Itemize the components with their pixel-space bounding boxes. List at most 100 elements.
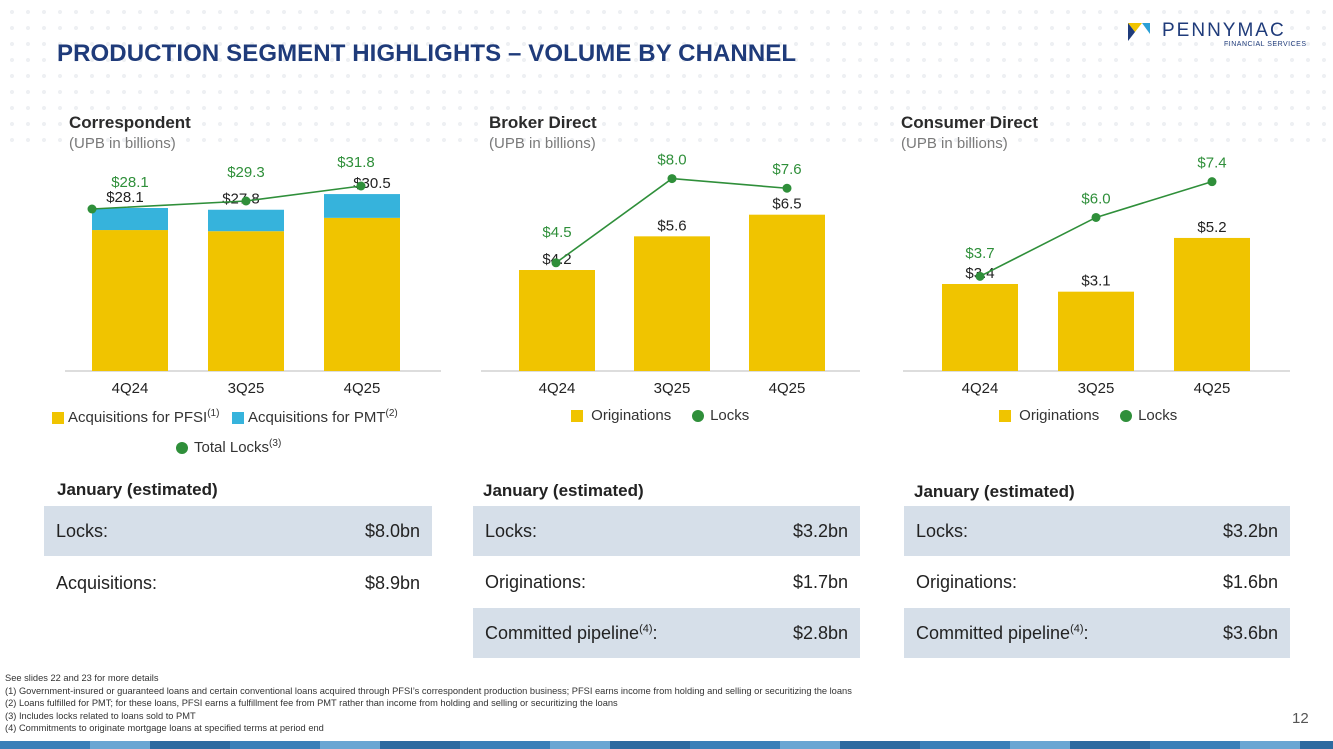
stat-value: $1.7bn: [792, 571, 848, 592]
logo-mark-blue: [1128, 23, 1135, 41]
footnote: (2) Loans fulfilled for PMT; for these l…: [5, 698, 618, 709]
page-number: 12: [1292, 710, 1309, 727]
bar-originations: [1058, 291, 1134, 371]
stat-row: Locks: $3.2bn: [904, 506, 1290, 556]
locks-data-label: $31.8: [337, 154, 375, 171]
footnote-ref: (4): [639, 622, 653, 635]
total-data-label: $28.1: [106, 189, 144, 206]
footnote-ref: (1): [207, 408, 220, 419]
correspondent-header: Correspondent (UPB in billions): [69, 113, 191, 152]
x-tick-label: 4Q25: [344, 380, 381, 397]
footnote: (3) Includes locks related to loans sold…: [5, 710, 196, 721]
stat-row: Locks: $3.2bn: [473, 506, 860, 556]
stat-label: Originations:: [485, 571, 587, 592]
stat-value: $8.0bn: [364, 520, 420, 541]
legend-label: Acquisitions for PFSI: [68, 409, 208, 426]
legend-label: Total Locks: [194, 439, 270, 456]
legend-label: Locks: [1138, 407, 1178, 424]
january-heading: January (estimated): [57, 480, 218, 499]
locks-point: [975, 271, 985, 281]
legend-label: Locks: [710, 407, 750, 424]
logo-subtitle: FINANCIAL SERVICES: [1224, 41, 1307, 48]
stat-label: Locks:: [485, 520, 538, 541]
total-data-label: $6.5: [772, 196, 801, 213]
locks-data-label: $6.0: [1081, 190, 1110, 207]
consumer-direct-header: Consumer Direct (UPB in billions): [901, 113, 1038, 152]
total-data-label: $3.1: [1081, 273, 1110, 290]
bar-originations: [942, 284, 1018, 371]
bar-acquisitions-for-pmt: [324, 194, 400, 218]
footnote-ref: (2): [385, 408, 398, 419]
stat-row: Acquisitions: $8.9bn: [44, 558, 432, 608]
chart-title: Consumer Direct: [901, 113, 1038, 132]
consumer-legend: Originations Locks: [999, 407, 1177, 424]
bar-acquisitions-for-pfsi: [324, 217, 400, 371]
stat-label: Locks:: [56, 520, 109, 541]
pennymac-logo: [1128, 23, 1150, 41]
x-tick-label: 4Q24: [539, 380, 576, 397]
bar-originations: [1174, 237, 1250, 371]
stat-row: Locks: $8.0bn: [44, 506, 432, 556]
stat-value: $3.6bn: [1222, 622, 1278, 643]
total-data-label: $5.2: [1197, 219, 1226, 236]
x-tick-label: 4Q24: [962, 380, 999, 397]
chart-title: Correspondent: [69, 113, 191, 132]
chart-title: Broker Direct: [489, 113, 597, 132]
stat-row: Committed pipeline(4): $3.6bn: [904, 608, 1290, 658]
stat-value: $2.8bn: [792, 622, 848, 643]
originations-swatch: [999, 410, 1011, 423]
pfsi-swatch: [52, 412, 64, 425]
footnotes: See slides 22 and 23 for more details (1…: [5, 672, 852, 735]
stat-label: Originations:: [916, 571, 1018, 592]
logo-name: PENNYMAC: [1162, 20, 1286, 41]
locks-dot-icon: [1120, 410, 1133, 423]
locks-point: [667, 174, 677, 184]
locks-point: [87, 204, 97, 214]
locks-data-label: $3.7: [965, 245, 994, 262]
stat-value: $3.2bn: [792, 520, 848, 541]
locks-data-label: $28.1: [111, 174, 149, 191]
total-data-label: $27.8: [222, 191, 260, 208]
locks-point: [1207, 177, 1217, 187]
x-tick-label: 4Q25: [1194, 380, 1231, 397]
total-data-label: $5.6: [657, 217, 686, 234]
locks-data-label: $29.3: [227, 164, 265, 181]
bottom-bar: [0, 741, 1333, 749]
correspondent-legend: Acquisitions for PFSI(1) Acquisitions fo…: [52, 408, 398, 426]
originations-swatch: [571, 410, 583, 423]
stat-label: Acquisitions:: [56, 572, 158, 593]
stat-value: $1.6bn: [1222, 571, 1278, 592]
locks-point: [782, 183, 792, 193]
logo-mark-yellow: [1128, 23, 1142, 32]
broker-direct-header: Broker Direct (UPB in billions): [489, 113, 597, 152]
footnote: (4) Commitments to originate mortgage lo…: [5, 723, 324, 734]
locks-point: [551, 258, 561, 268]
broker-legend: Originations Locks: [571, 407, 749, 424]
footnote: See slides 22 and 23 for more details: [5, 673, 159, 683]
legend-label: Acquisitions for PMT: [247, 409, 386, 426]
bar-acquisitions-for-pmt: [208, 209, 284, 232]
x-tick-label: 4Q24: [112, 380, 149, 397]
pmt-swatch: [231, 412, 244, 425]
locks-data-label: $7.6: [772, 161, 801, 178]
footnote-ref: (3): [269, 438, 282, 449]
bar-originations: [519, 270, 595, 371]
locks-point: [241, 196, 251, 206]
x-tick-label: 3Q25: [654, 380, 691, 397]
x-tick-label: 3Q25: [228, 380, 265, 397]
locks-data-label: $7.4: [1197, 155, 1226, 172]
january-heading: January (estimated): [914, 482, 1075, 501]
legend-label: Originations: [1019, 407, 1100, 424]
page-title: PRODUCTION SEGMENT HIGHLIGHTS – VOLUME B…: [57, 40, 797, 67]
stat-label: Committed pipeline: [916, 622, 1071, 643]
footnote-ref: (4): [1070, 622, 1084, 635]
january-heading: January (estimated): [483, 481, 644, 500]
chart-subtitle: (UPB in billions): [69, 135, 176, 152]
stat-label: Committed pipeline: [485, 622, 640, 643]
bar-acquisitions-for-pfsi: [208, 231, 284, 371]
bar-acquisitions-for-pmt: [92, 208, 168, 231]
stat-label-suffix: :: [1083, 622, 1089, 643]
bar-originations: [634, 236, 710, 371]
chart-subtitle: (UPB in billions): [901, 135, 1008, 152]
